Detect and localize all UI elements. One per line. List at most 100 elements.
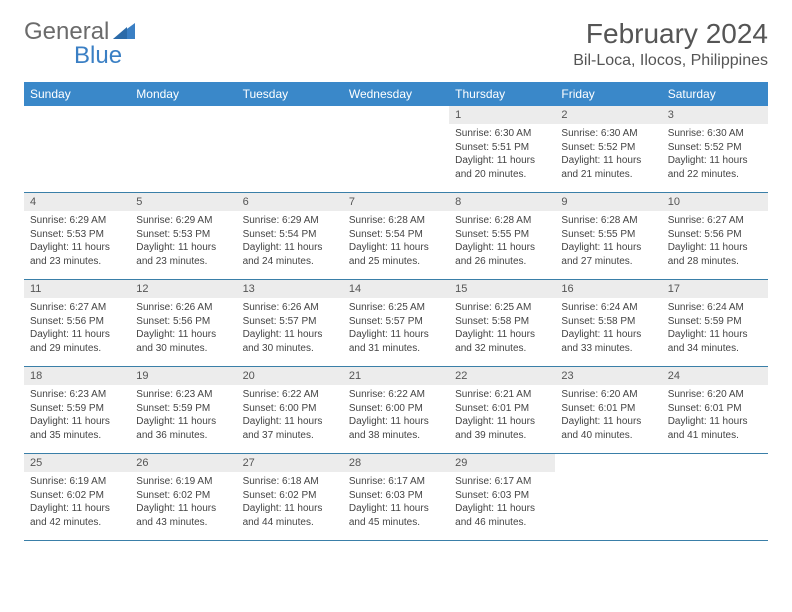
daylight-text: Daylight: 11 hours and 33 minutes.: [561, 328, 655, 355]
day-number: 1: [449, 106, 555, 124]
daylight-text: Daylight: 11 hours and 24 minutes.: [243, 241, 337, 268]
sunrise-text: Sunrise: 6:26 AM: [243, 301, 337, 315]
sunrise-text: Sunrise: 6:22 AM: [349, 388, 443, 402]
sunset-text: Sunset: 5:55 PM: [561, 228, 655, 242]
daylight-text: Daylight: 11 hours and 36 minutes.: [136, 415, 230, 442]
sunrise-text: Sunrise: 6:24 AM: [668, 301, 762, 315]
daylight-text: Daylight: 11 hours and 46 minutes.: [455, 502, 549, 529]
sunset-text: Sunset: 5:53 PM: [30, 228, 124, 242]
sunrise-text: Sunrise: 6:30 AM: [455, 127, 549, 141]
sunset-text: Sunset: 6:01 PM: [561, 402, 655, 416]
day-cell: 4Sunrise: 6:29 AMSunset: 5:53 PMDaylight…: [24, 193, 130, 279]
location-subtitle: Bil-Loca, Ilocos, Philippines: [573, 52, 768, 70]
day-number: 25: [24, 454, 130, 472]
day-body: Sunrise: 6:19 AMSunset: 6:02 PMDaylight:…: [130, 472, 236, 535]
day-body: Sunrise: 6:24 AMSunset: 5:59 PMDaylight:…: [662, 298, 768, 361]
daylight-text: Daylight: 11 hours and 28 minutes.: [668, 241, 762, 268]
daylight-text: Daylight: 11 hours and 37 minutes.: [243, 415, 337, 442]
dayname: Saturday: [662, 82, 768, 106]
sunset-text: Sunset: 5:54 PM: [349, 228, 443, 242]
sunrise-text: Sunrise: 6:23 AM: [30, 388, 124, 402]
day-body: Sunrise: 6:20 AMSunset: 6:01 PMDaylight:…: [662, 385, 768, 448]
day-number: 28: [343, 454, 449, 472]
day-cell: 8Sunrise: 6:28 AMSunset: 5:55 PMDaylight…: [449, 193, 555, 279]
daylight-text: Daylight: 11 hours and 23 minutes.: [30, 241, 124, 268]
day-number: 16: [555, 280, 661, 298]
day-number: 17: [662, 280, 768, 298]
brand-triangle-icon: [113, 21, 135, 44]
day-cell: 23Sunrise: 6:20 AMSunset: 6:01 PMDayligh…: [555, 367, 661, 453]
sunset-text: Sunset: 5:56 PM: [668, 228, 762, 242]
day-body: Sunrise: 6:28 AMSunset: 5:54 PMDaylight:…: [343, 211, 449, 274]
sunrise-text: Sunrise: 6:29 AM: [30, 214, 124, 228]
sunset-text: Sunset: 6:00 PM: [243, 402, 337, 416]
sunset-text: Sunset: 5:58 PM: [455, 315, 549, 329]
day-body: Sunrise: 6:28 AMSunset: 5:55 PMDaylight:…: [555, 211, 661, 274]
day-cell: [662, 454, 768, 540]
sunset-text: Sunset: 5:58 PM: [561, 315, 655, 329]
day-number: 20: [237, 367, 343, 385]
day-number: 6: [237, 193, 343, 211]
calendar: SundayMondayTuesdayWednesdayThursdayFrid…: [24, 82, 768, 541]
daylight-text: Daylight: 11 hours and 39 minutes.: [455, 415, 549, 442]
day-cell: 25Sunrise: 6:19 AMSunset: 6:02 PMDayligh…: [24, 454, 130, 540]
day-body: Sunrise: 6:17 AMSunset: 6:03 PMDaylight:…: [343, 472, 449, 535]
day-number: 10: [662, 193, 768, 211]
day-number: 15: [449, 280, 555, 298]
day-body: Sunrise: 6:19 AMSunset: 6:02 PMDaylight:…: [24, 472, 130, 535]
day-cell: 19Sunrise: 6:23 AMSunset: 5:59 PMDayligh…: [130, 367, 236, 453]
day-cell: 9Sunrise: 6:28 AMSunset: 5:55 PMDaylight…: [555, 193, 661, 279]
day-body: Sunrise: 6:29 AMSunset: 5:53 PMDaylight:…: [130, 211, 236, 274]
dayname: Friday: [555, 82, 661, 106]
day-cell: 15Sunrise: 6:25 AMSunset: 5:58 PMDayligh…: [449, 280, 555, 366]
day-number: 27: [237, 454, 343, 472]
sunset-text: Sunset: 5:53 PM: [136, 228, 230, 242]
day-body: Sunrise: 6:30 AMSunset: 5:52 PMDaylight:…: [555, 124, 661, 187]
day-cell: 11Sunrise: 6:27 AMSunset: 5:56 PMDayligh…: [24, 280, 130, 366]
brand-logo: General Blue: [24, 18, 137, 46]
sunrise-text: Sunrise: 6:30 AM: [668, 127, 762, 141]
sunrise-text: Sunrise: 6:27 AM: [30, 301, 124, 315]
daylight-text: Daylight: 11 hours and 35 minutes.: [30, 415, 124, 442]
day-body: Sunrise: 6:23 AMSunset: 5:59 PMDaylight:…: [24, 385, 130, 448]
day-number: 23: [555, 367, 661, 385]
day-cell: 22Sunrise: 6:21 AMSunset: 6:01 PMDayligh…: [449, 367, 555, 453]
sunset-text: Sunset: 6:03 PM: [349, 489, 443, 503]
sunrise-text: Sunrise: 6:25 AM: [349, 301, 443, 315]
day-cell: 5Sunrise: 6:29 AMSunset: 5:53 PMDaylight…: [130, 193, 236, 279]
day-cell: 10 Sunrise: 6:27 AMSunset: 5:56 PMDayligh…: [662, 193, 768, 279]
sunset-text: Sunset: 5:57 PM: [243, 315, 337, 329]
dayname: Monday: [130, 82, 236, 106]
sunset-text: Sunset: 5:55 PM: [455, 228, 549, 242]
sunrise-text: Sunrise: 6:23 AM: [136, 388, 230, 402]
sunrise-text: Sunrise: 6:26 AM: [136, 301, 230, 315]
daylight-text: Daylight: 11 hours and 30 minutes.: [243, 328, 337, 355]
month-title: February 2024: [573, 18, 768, 50]
sunset-text: Sunset: 5:59 PM: [668, 315, 762, 329]
sunrise-text: Sunrise: 6:29 AM: [136, 214, 230, 228]
sunrise-text: Sunrise: 6:28 AM: [561, 214, 655, 228]
day-number: 5: [130, 193, 236, 211]
day-number: 29: [449, 454, 555, 472]
day-cell: 16 Sunrise: 6:24 AMSunset: 5:58 PMDayligh…: [555, 280, 661, 366]
day-cell: 21Sunrise: 6:22 AMSunset: 6:00 PMDayligh…: [343, 367, 449, 453]
sunrise-text: Sunrise: 6:27 AM: [668, 214, 762, 228]
day-number: 12: [130, 280, 236, 298]
day-cell: 14Sunrise: 6:25 AMSunset: 5:57 PMDayligh…: [343, 280, 449, 366]
day-body: Sunrise: 6:25 AMSunset: 5:57 PMDaylight:…: [343, 298, 449, 361]
day-cell: 7Sunrise: 6:28 AMSunset: 5:54 PMDaylight…: [343, 193, 449, 279]
day-body: Sunrise: 6:28 AMSunset: 5:55 PMDaylight:…: [449, 211, 555, 274]
sunrise-text: Sunrise: 6:24 AM: [561, 301, 655, 315]
daylight-text: Daylight: 11 hours and 25 minutes.: [349, 241, 443, 268]
day-body: Sunrise: 6:20 AMSunset: 6:01 PMDaylight:…: [555, 385, 661, 448]
dayname: Tuesday: [237, 82, 343, 106]
sunset-text: Sunset: 6:03 PM: [455, 489, 549, 503]
header: General Blue February 2024 Bil-Loca, Ilo…: [24, 18, 768, 70]
sunrise-text: Sunrise: 6:20 AM: [561, 388, 655, 402]
daylight-text: Daylight: 11 hours and 32 minutes.: [455, 328, 549, 355]
day-number: 24: [662, 367, 768, 385]
week-row: 1Sunrise: 6:30 AMSunset: 5:51 PMDaylight…: [24, 106, 768, 193]
sunrise-text: Sunrise: 6:22 AM: [243, 388, 337, 402]
day-cell: 17Sunrise: 6:24 AMSunset: 5:59 PMDayligh…: [662, 280, 768, 366]
week-row: 18Sunrise: 6:23 AMSunset: 5:59 PMDayligh…: [24, 367, 768, 454]
